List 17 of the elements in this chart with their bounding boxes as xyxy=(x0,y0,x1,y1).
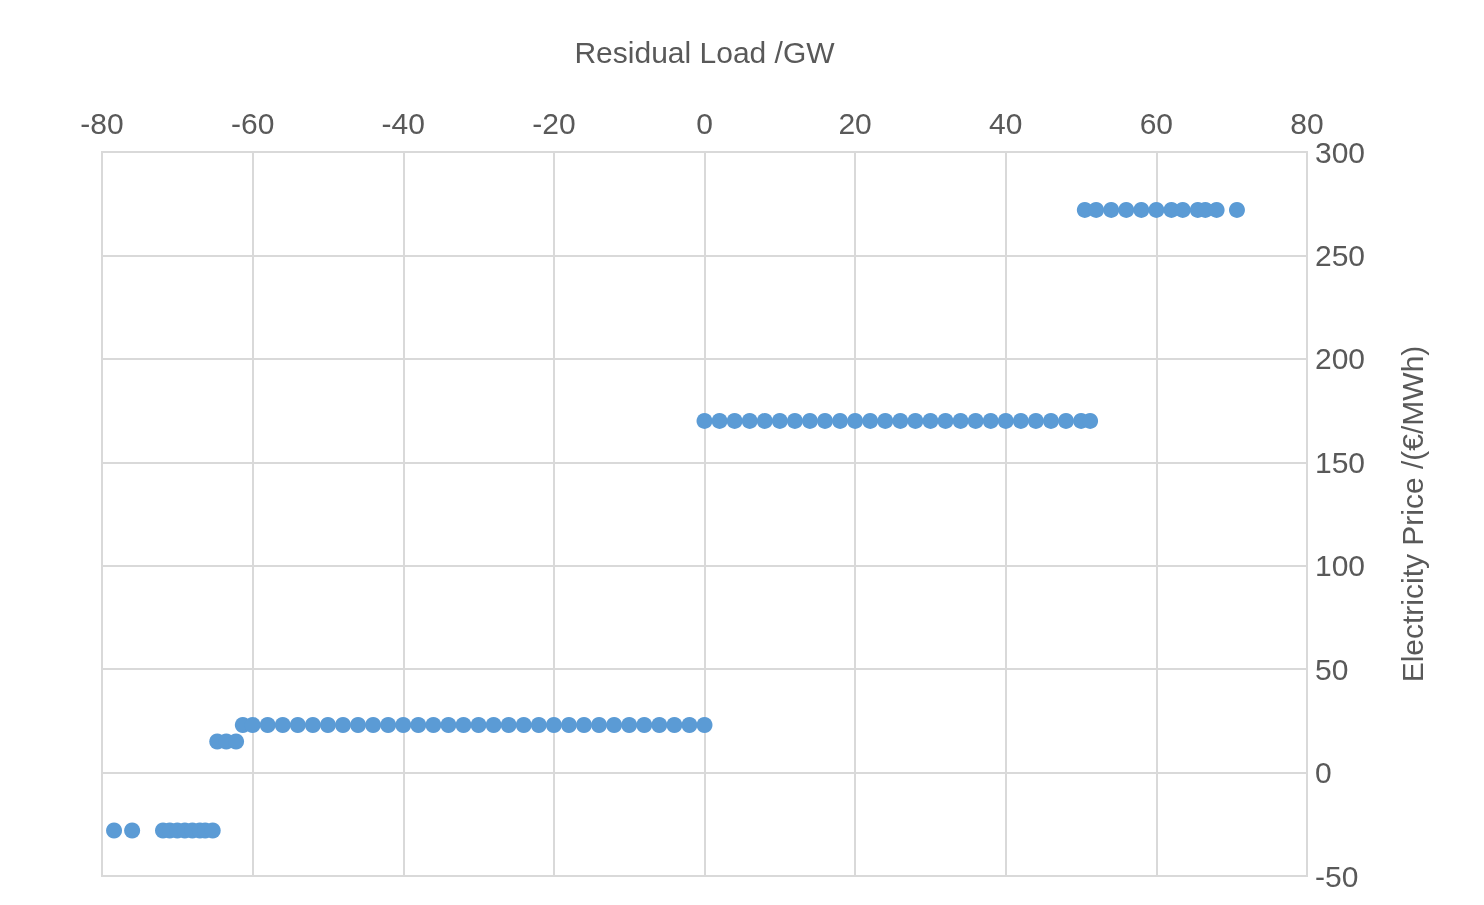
y-tick-label: 0 xyxy=(1315,756,1332,790)
y-tick-label: 50 xyxy=(1315,652,1349,686)
y-tick-label: 250 xyxy=(1315,238,1366,272)
y-tick-label: 200 xyxy=(1315,342,1366,376)
y-tick-label: 150 xyxy=(1315,445,1366,479)
y-axis-title: Electricity Price /(€/MWh) xyxy=(1395,345,1429,683)
x-tick-label: 40 xyxy=(989,106,1023,140)
x-tick-label: 60 xyxy=(1139,106,1174,140)
x-tick-label: -20 xyxy=(532,106,576,140)
x-tick-label: -40 xyxy=(381,106,425,140)
x-tick-label: -60 xyxy=(230,106,275,140)
x-tick-label: -80 xyxy=(80,106,124,140)
y-tick-label: -50 xyxy=(1315,859,1359,893)
x-axis-title: Residual Load /GW xyxy=(574,35,836,69)
y-tick-label: 100 xyxy=(1315,549,1366,583)
x-tick-label: 20 xyxy=(838,106,872,140)
x-tick-label: 0 xyxy=(696,106,713,140)
